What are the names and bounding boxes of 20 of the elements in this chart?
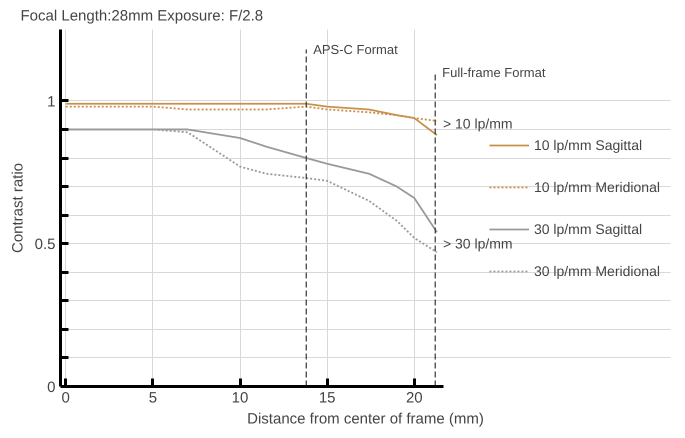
y-tick-label: 0.5 [34,236,56,254]
legend-label: 10 lp/mm Sagittal [534,136,642,152]
legend-label: 30 lp/mm Sagittal [534,220,642,236]
legend-label: 30 lp/mm Meridional [534,262,660,278]
chart-title: Focal Length:28mm Exposure: F/2.8 [20,8,264,24]
line-series [64,102,438,136]
x-tick-label: 20 [406,390,423,406]
y-axis-title: Contrast ratio [10,162,27,254]
legend-label: 10 lp/mm Meridional [534,178,660,194]
annotation: > 10 lp/mm [442,116,513,132]
y-tick-label: 0 [47,379,56,396]
ref-line-label: Full-frame Format [442,64,546,80]
x-axis-title: Distance from center of frame (mm) [247,410,484,428]
x-tick-label: 15 [318,390,336,406]
y-tick-label: 1 [47,93,56,110]
x-tick-label: 10 [232,390,248,406]
ref-line-label: APS-C Format [313,42,398,57]
x-tick-label: 5 [148,390,158,406]
x-tick-label: 0 [62,390,70,406]
annotation: > 30 lp/mm [442,236,513,252]
